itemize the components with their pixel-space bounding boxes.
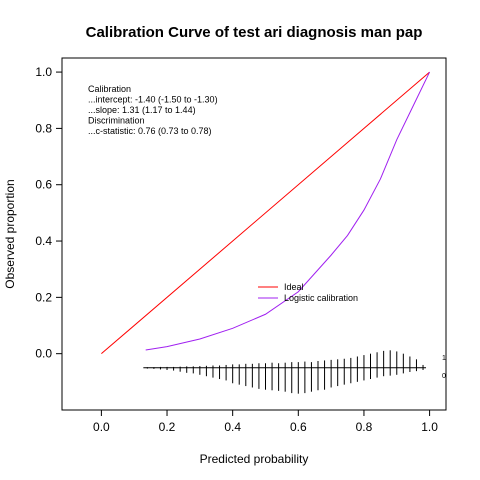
x-tick-label: 1.0 (421, 420, 438, 434)
x-tick-label: 0.8 (356, 420, 373, 434)
stats-line: Discrimination (88, 116, 145, 126)
legend-label: Logistic calibration (284, 293, 358, 303)
stats-line: ...slope: 1.31 (1.17 to 1.44) (88, 105, 196, 115)
legend-label: Ideal (284, 282, 304, 292)
chart-title: Calibration Curve of test ari diagnosis … (86, 24, 423, 41)
x-tick-label: 0.0 (93, 420, 110, 434)
plot-frame (61, 57, 447, 411)
x-axis: 0.0 0.2 0.4 0.6 0.8 1.0 (93, 410, 438, 434)
y-axis-label: Observed proportion (3, 179, 17, 288)
nonevents-label: 0 (442, 373, 446, 380)
series-layer (101, 71, 431, 355)
stats-box: Calibration...intercept: -1.40 (-1.50 to… (88, 84, 218, 136)
logistic-calibration-curve (145, 71, 431, 351)
y-tick-label: 0.2 (35, 290, 52, 304)
x-tick-label: 0.2 (159, 420, 176, 434)
events-label: 1 (442, 355, 446, 362)
stats-line: ...c-statistic: 0.76 (0.73 to 0.78) (88, 126, 212, 136)
stats-line: ...intercept: -1.40 (-1.50 to -1.30) (88, 95, 218, 105)
x-tick-label: 0.6 (290, 420, 307, 434)
x-tick-label: 0.4 (224, 420, 241, 434)
y-tick-label: 0.0 (35, 347, 52, 361)
ideal-line (101, 71, 430, 355)
distribution-layer: 10 (143, 350, 446, 394)
y-tick-label: 0.6 (35, 178, 52, 192)
y-tick-label: 0.8 (35, 121, 52, 135)
x-axis-label: Predicted probability (200, 452, 309, 466)
y-tick-label: 1.0 (35, 65, 52, 79)
stats-line: Calibration (88, 84, 131, 94)
y-tick-label: 0.4 (35, 234, 52, 248)
y-axis: 0.0 0.2 0.4 0.6 0.8 1.0 (35, 65, 62, 361)
